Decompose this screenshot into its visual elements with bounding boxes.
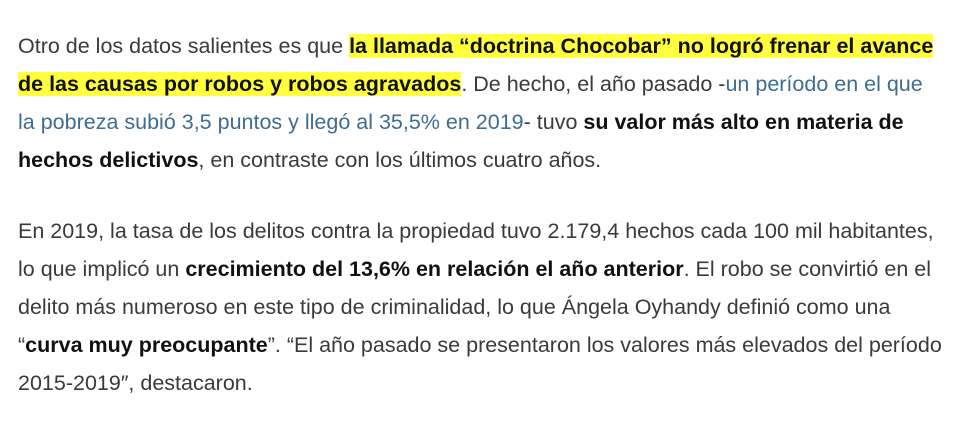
paragraph-1-text-1: Otro de los datos salientes es que: [18, 34, 350, 58]
article-body: Otro de los datos salientes es que la ll…: [18, 27, 943, 435]
paragraph-2-text-1: En 2019, la tasa de los delitos contra l…: [18, 219, 934, 281]
paragraph-2: En 2019, la tasa de los delitos contra l…: [18, 212, 943, 402]
paragraph-1-bold-1: su valor más alto en materia de hechos d…: [18, 110, 904, 172]
paragraph-2-bold-2: curva muy preocupante: [25, 333, 268, 357]
poverty-article-link[interactable]: un período en el que la pobreza subió 3,…: [18, 72, 923, 134]
paragraph-1-text-2: . De hecho, el año pasado -: [461, 72, 726, 96]
paragraph-2-text-3: ”. “El año pasado se presentaron los val…: [18, 333, 942, 395]
paragraph-1: Otro de los datos salientes es que la ll…: [18, 27, 943, 179]
paragraph-1-text-3: - tuvo: [523, 110, 584, 134]
paragraph-2-bold-1: crecimiento del 13,6% en relación el año…: [185, 257, 684, 281]
paragraph-1-text-4: , en contraste con los últimos cuatro añ…: [198, 148, 602, 172]
paragraph-2-text-2: . El robo se convirtió en el delito más …: [18, 257, 931, 357]
